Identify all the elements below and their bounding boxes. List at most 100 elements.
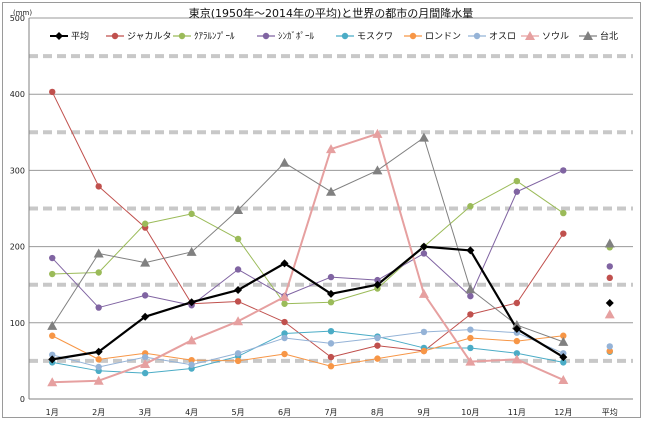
data-point (234, 235, 242, 243)
data-point-average (606, 347, 613, 355)
data-point (233, 316, 244, 326)
x-tick-label: 10月 (461, 408, 479, 417)
y-tick-label: 0 (20, 395, 25, 404)
data-point (511, 354, 522, 364)
series-line-1 (51, 91, 564, 358)
data-point (467, 326, 474, 333)
axes-layer (28, 18, 633, 400)
data-point (512, 324, 521, 333)
data-point (558, 374, 569, 384)
data-point-average (604, 238, 615, 248)
data-point (372, 128, 383, 138)
data-point (95, 183, 102, 190)
data-point (327, 363, 335, 370)
data-point (47, 320, 58, 330)
data-point (187, 298, 196, 307)
data-point (513, 177, 521, 185)
data-point (326, 144, 336, 154)
series-lines (51, 91, 564, 384)
data-point (326, 186, 336, 196)
x-tick-label: 1月 (46, 408, 59, 417)
data-point (234, 298, 242, 305)
data-point (420, 347, 428, 355)
data-point (95, 356, 102, 363)
data-point (186, 246, 197, 256)
data-point-average (606, 343, 613, 350)
data-point (280, 259, 289, 268)
data-point (560, 230, 567, 237)
data-point (188, 361, 195, 368)
data-point (374, 342, 381, 349)
data-point (418, 288, 429, 298)
x-tick-label: 8月 (371, 408, 384, 417)
data-point (281, 318, 288, 326)
legend-background (46, 28, 621, 44)
data-point (558, 336, 569, 346)
chart-frame: 0 100 200 300 400 500 1月 2月 3月 4月 5月 6月 7月 8月 9月 10月 11… (2, 2, 641, 418)
data-point (93, 248, 104, 258)
data-point (465, 284, 476, 294)
data-point (234, 266, 242, 273)
y-tick-label: 400 (10, 90, 25, 99)
x-tick-label: 11月 (508, 408, 526, 417)
data-point (281, 350, 288, 358)
data-point (374, 276, 381, 284)
legend-swatch-marker (55, 32, 63, 40)
x-tick-label: 9月 (417, 408, 430, 417)
legend-label: オスロ (489, 31, 516, 42)
data-point (418, 132, 429, 142)
data-point-average (604, 309, 615, 319)
series-markers (47, 88, 615, 387)
data-point (327, 289, 335, 298)
data-point (327, 353, 335, 361)
data-point (467, 292, 474, 300)
data-point-average (606, 274, 613, 282)
data-point (188, 356, 195, 364)
data-point (560, 332, 567, 339)
data-point (560, 167, 567, 174)
legend-swatch-marker (178, 32, 186, 40)
series-line-6 (52, 329, 564, 368)
x-tick-label: 2月 (92, 408, 105, 417)
x-tick-label: 5月 (232, 408, 245, 417)
legend-swatch-marker (262, 32, 270, 40)
data-point (513, 299, 521, 307)
data-point (281, 334, 288, 342)
legend-swatch-marker (341, 32, 349, 40)
data-point (420, 250, 428, 257)
data-point (513, 188, 521, 195)
data-point (511, 320, 522, 330)
x-tick-label: 6月 (278, 408, 291, 417)
data-point (49, 351, 56, 359)
data-point (141, 312, 150, 321)
data-point-average (606, 263, 613, 270)
y-tick-label: 100 (10, 319, 25, 328)
x-tick-label: 7月 (324, 408, 337, 417)
data-point (49, 88, 56, 96)
data-point (234, 350, 242, 357)
data-point (140, 358, 151, 368)
legend-label: ｼﾝｶﾞﾎﾟｰﾙ (278, 31, 315, 42)
data-point (419, 242, 428, 251)
chart-title: 東京(1950年～2014年の平均)と世界の都市の月間降水量 (189, 6, 474, 20)
legend-label: ソウル (542, 31, 569, 42)
data-point-average (605, 298, 614, 307)
data-point (467, 203, 474, 210)
data-point (95, 363, 102, 371)
x-tick-labels: 1月 2月 3月 4月 5月 6月 7月 8月 9月 10月 11月 12月 平均 (46, 407, 618, 417)
legend-swatch-marker (409, 32, 417, 40)
data-point (327, 273, 335, 281)
data-point (281, 330, 288, 337)
data-point (93, 375, 104, 385)
data-point (234, 286, 243, 295)
data-point (467, 344, 474, 352)
legend-swatch-marker (473, 32, 481, 40)
data-point (233, 205, 244, 215)
data-point (467, 311, 474, 318)
data-point (234, 357, 242, 365)
data-point (95, 269, 102, 276)
legend-label: 平均 (71, 30, 89, 42)
legend-label: モスクワ (357, 31, 393, 42)
x-tick-label: 4月 (185, 408, 198, 417)
data-point (188, 210, 195, 218)
